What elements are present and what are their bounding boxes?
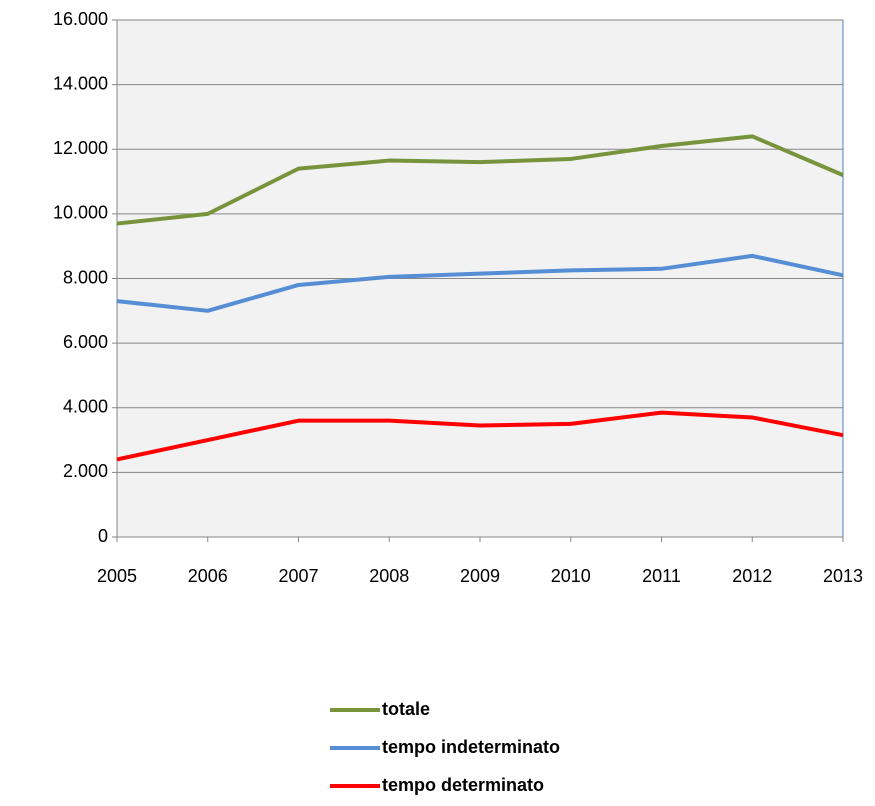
y-tick-label: 12.000	[53, 138, 108, 158]
series-line	[116, 410, 844, 462]
series-line	[116, 253, 844, 313]
y-tick-label: 2.000	[63, 461, 108, 481]
x-tick-label: 2006	[188, 566, 228, 586]
x-tick-label: 2010	[551, 566, 591, 586]
y-tick-label: 14.000	[53, 73, 108, 93]
y-tick-label: 8.000	[63, 267, 108, 287]
legend-label: tempo determinato	[382, 775, 544, 795]
y-tick-label: 16.000	[53, 9, 108, 29]
x-tick-label: 2013	[823, 566, 863, 586]
legend-label: totale	[382, 699, 430, 719]
y-tick-label: 6.000	[63, 332, 108, 352]
x-tick-label: 2012	[732, 566, 772, 586]
legend-label: tempo indeterminato	[382, 737, 560, 757]
x-tick-label: 2007	[278, 566, 318, 586]
y-tick-label: 4.000	[63, 397, 108, 417]
y-tick-label: 0	[98, 526, 108, 546]
x-tick-label: 2005	[97, 566, 137, 586]
x-tick-label: 2011	[642, 566, 681, 586]
x-tick-label: 2009	[460, 566, 500, 586]
y-tick-label: 10.000	[53, 203, 108, 223]
x-tick-label: 2008	[369, 566, 409, 586]
series-line	[116, 134, 844, 226]
